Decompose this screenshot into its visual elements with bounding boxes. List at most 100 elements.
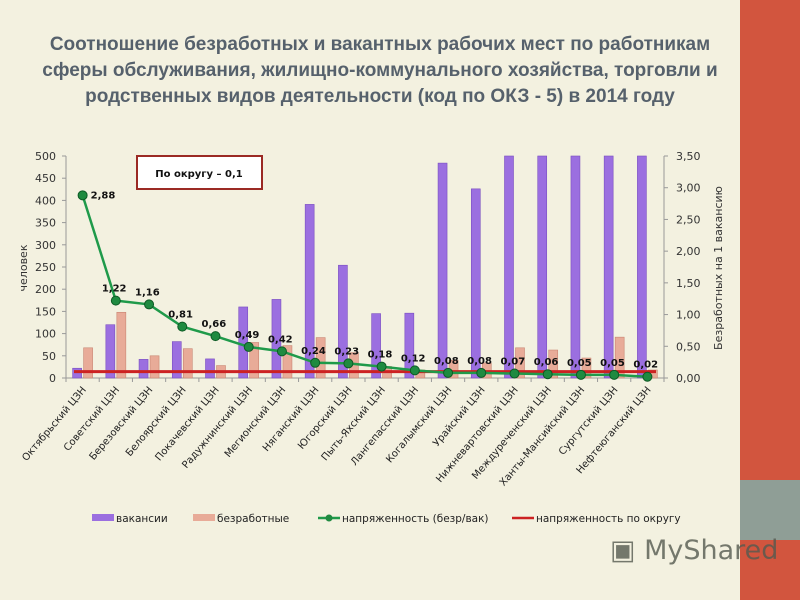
bar-unemployed <box>83 347 93 379</box>
y-axis-label: человек <box>17 244 30 291</box>
tension-data-label: 0,12 <box>401 353 426 364</box>
tension-data-label: 0,05 <box>600 358 625 369</box>
annotation-box <box>136 155 263 190</box>
y2-tick-label: 2,50 <box>676 213 701 226</box>
tension-point <box>343 358 354 369</box>
bar-unemployed <box>581 357 592 379</box>
y2-tick-label: 3,50 <box>676 150 701 163</box>
tension-data-label: 0,49 <box>235 330 260 341</box>
tension-point <box>210 331 221 342</box>
y2-tick-label: 0,50 <box>676 340 701 353</box>
tension-data-label: 1,16 <box>135 287 160 298</box>
tension-data-label: 0,23 <box>334 346 359 357</box>
tension-point <box>476 367 487 378</box>
tension-point <box>575 369 586 380</box>
tension-data-label: 0,42 <box>268 334 293 345</box>
y-tick-label: 50 <box>42 350 56 363</box>
bar-vacancies <box>603 155 614 379</box>
y-tick-label: 200 <box>35 283 56 296</box>
y2-tick-label: 0,00 <box>676 372 701 385</box>
x-tick-label: Когалымский ЦЗН <box>384 385 454 465</box>
bar-vacancies <box>537 155 548 379</box>
bar-vacancies <box>338 264 348 379</box>
tension-point <box>509 368 520 379</box>
y-tick-label: 500 <box>35 150 56 163</box>
x-tick-label: Октябрьский ЦЗН <box>20 385 89 464</box>
bar-unemployed <box>515 347 525 379</box>
bar-vacancies <box>371 313 381 379</box>
tension-point <box>77 190 88 201</box>
annotation-text: По округу – 0,1 <box>155 169 243 180</box>
legend-swatch <box>92 514 114 521</box>
x-tick-label: Сургутский ЦЗН <box>557 385 620 458</box>
tension-data-label: 0,02 <box>633 360 658 371</box>
tension-data-label: 0,24 <box>301 346 326 357</box>
tension-point <box>642 371 653 382</box>
tension-point <box>177 321 188 332</box>
tension-data-label: 0,05 <box>567 358 592 369</box>
x-tick-label: Белоярский ЦЗН <box>124 385 189 459</box>
tension-data-label: 0,08 <box>467 356 492 367</box>
bar-vacancies <box>504 155 514 379</box>
tension-point <box>409 365 420 376</box>
y-tick-label: 250 <box>35 261 56 274</box>
tension-point <box>144 299 155 310</box>
bar-vacancies <box>304 204 315 379</box>
bar-unemployed <box>149 355 160 379</box>
tension-data-label: 0,18 <box>368 350 393 361</box>
bar-vacancies <box>470 188 481 379</box>
decor-stripe-gray <box>740 480 800 540</box>
bar-unemployed <box>282 345 293 379</box>
x-tick-label: Мегионский ЦЗН <box>223 385 288 460</box>
bar-vacancies <box>404 312 415 379</box>
bar-vacancies <box>271 299 282 379</box>
bar-vacancies <box>570 155 581 379</box>
tension-data-label: 0,06 <box>534 357 559 368</box>
tension-point <box>609 369 620 380</box>
tension-point <box>243 341 254 352</box>
y2-axis-label: Безработных на 1 вакансию <box>712 186 725 350</box>
tension-point <box>276 346 287 357</box>
bar-unemployed <box>614 336 625 379</box>
x-tick-label: Пыть-Яхский ЦЗН <box>320 385 388 463</box>
legend-swatch <box>193 514 215 521</box>
bar-vacancies <box>171 341 182 379</box>
tension-data-label: 0,07 <box>501 357 526 368</box>
legend-marker <box>325 514 333 522</box>
bar-vacancies <box>238 306 249 379</box>
bar-vacancies <box>437 162 448 379</box>
legend-label: безработные <box>217 513 289 525</box>
legend-label: напряженность (безр/вак) <box>342 513 489 525</box>
bar-vacancies <box>637 155 647 379</box>
tension-line <box>81 194 648 378</box>
y-tick-label: 100 <box>35 328 56 341</box>
bar-vacancies <box>138 359 149 379</box>
tension-point <box>310 357 321 368</box>
decor-stripe-red-bottom <box>740 540 800 600</box>
tension-data-label: 0,81 <box>168 310 193 321</box>
tension-data-label: 0,08 <box>434 356 459 367</box>
tension-data-label: 2,88 <box>91 190 116 201</box>
tension-point <box>542 369 553 380</box>
tension-data-label: 0,66 <box>202 319 227 330</box>
y-tick-label: 400 <box>35 194 56 207</box>
bar-unemployed <box>249 342 260 379</box>
tension-point <box>110 295 121 306</box>
bar-unemployed <box>116 311 127 379</box>
y-tick-label: 150 <box>35 305 56 318</box>
bar-vacancies <box>205 358 215 379</box>
watermark-text: MyShared <box>644 535 779 566</box>
legend-label: напряженность по округу <box>536 513 681 525</box>
tension-data-label: 1,22 <box>102 284 127 295</box>
y-tick-label: 450 <box>35 172 56 185</box>
y2-tick-label: 1,00 <box>676 309 701 322</box>
y-tick-label: 350 <box>35 217 56 230</box>
tension-point <box>376 361 387 372</box>
watermark-logo: ▣ MyShared <box>610 535 779 566</box>
chart-title: Соотношение безработных и вакантных рабо… <box>42 34 718 107</box>
x-tick-label: Покачевский ЦЗН <box>153 385 221 463</box>
bar-vacancies <box>105 324 116 379</box>
y2-tick-label: 1,50 <box>676 277 701 290</box>
tension-point <box>443 367 454 378</box>
